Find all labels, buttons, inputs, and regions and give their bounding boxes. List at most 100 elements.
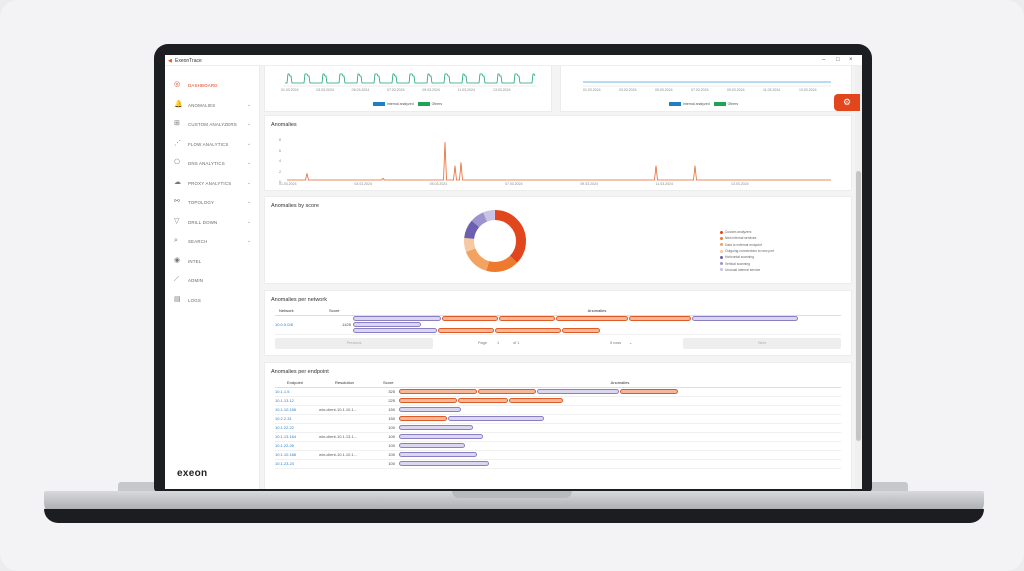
- scrollbar[interactable]: [855, 66, 862, 489]
- tick-label: 07.03.2024: [387, 88, 405, 92]
- tick-label: 05.03.2024: [429, 182, 448, 186]
- close-icon[interactable]: ×: [849, 57, 853, 63]
- tick-label: 13.03.2024: [731, 182, 749, 186]
- table-row[interactable]: 10.1.23.23 100: [275, 459, 841, 469]
- topology-icon: ⚯: [174, 198, 181, 205]
- tick-label: 03.03.2024: [619, 88, 637, 92]
- y-tick-label: 6: [279, 148, 281, 153]
- table-row[interactable]: 10.1.1.5 325: [275, 387, 841, 397]
- sidebar-item-admin[interactable]: ⟋ Admin: [165, 273, 260, 287]
- tick-label: 03.03.2024: [354, 182, 372, 186]
- endpoint-link[interactable]: 10.1.1.5: [275, 387, 319, 397]
- anomaly-tag[interactable]: [537, 389, 619, 395]
- sidebar-item-flow-analytics[interactable]: ⋰ Flow analytics ⌄: [165, 137, 260, 151]
- sidebar-item-drill-down[interactable]: ▽ Drill down ⌄: [165, 215, 260, 229]
- col-endpoint[interactable]: Endpoint: [275, 379, 319, 388]
- endpoint-score: 325: [369, 387, 399, 397]
- endpoint-resolution: [319, 441, 369, 451]
- sidebar-item-label: Anomalies: [188, 102, 216, 108]
- legend-label: Custom analyzers: [725, 230, 752, 234]
- endpoint-link[interactable]: 10.1.22.22: [275, 423, 319, 433]
- table-row[interactable]: 10.0.0.0/8 1425: [275, 315, 841, 335]
- anomaly-tag[interactable]: [458, 398, 508, 404]
- rows-select[interactable]: 5 rows: [610, 341, 622, 345]
- col-score[interactable]: Score: [369, 379, 399, 388]
- anomaly-tag[interactable]: [399, 461, 489, 467]
- score-legend-item: Outgoing connections to new port: [720, 249, 774, 253]
- legend-swatch-blue: [373, 102, 385, 107]
- chevron-down-icon: ⌄: [247, 121, 252, 127]
- tick-label: 11.03.2024: [655, 182, 673, 186]
- anomaly-tag[interactable]: [509, 398, 563, 404]
- score-chart-title: Anomalies by score: [271, 203, 319, 209]
- legend-label: Others: [431, 102, 443, 106]
- traffic-chart-right-plot: [583, 81, 831, 87]
- endpoint-link[interactable]: 10.1.10.186: [275, 450, 319, 460]
- anomaly-tag[interactable]: [399, 443, 465, 449]
- col-resolution[interactable]: Resolution: [319, 379, 369, 388]
- minimize-icon[interactable]: –: [822, 57, 826, 63]
- col-anomalies[interactable]: Anomalies: [353, 307, 841, 316]
- sidebar-item-custom-analyzers[interactable]: ⊞ Custom analyzers ⌄: [165, 117, 260, 131]
- gear-icon[interactable]: ⚙: [834, 94, 860, 111]
- table-row[interactable]: 10.1.22.22 100: [275, 423, 841, 433]
- admin-icon: ⟋: [174, 276, 180, 283]
- next-button[interactable]: Next: [683, 338, 841, 349]
- endpoint-link[interactable]: 10.1.13.164: [275, 432, 319, 442]
- y-tick-label: 8: [279, 138, 281, 142]
- anomaly-tag[interactable]: [399, 425, 473, 431]
- table-row[interactable]: 10.1.13.12 225: [275, 396, 841, 406]
- endpoint-link[interactable]: 10.2.2.31: [275, 414, 319, 424]
- sidebar-item-anomalies[interactable]: 🔔 Anomalies ⌄: [165, 98, 260, 112]
- laptop-notch: [452, 491, 572, 498]
- endpoint-link[interactable]: 10.1.23.23: [275, 459, 319, 469]
- app-window: ◀ ExeonTrace – □ × ◎ Dashboard 🔔 Anomalies ⌄…: [165, 55, 862, 489]
- endpoint-link[interactable]: 10.1.10.156: [275, 405, 319, 415]
- anomaly-tag[interactable]: [399, 407, 461, 413]
- endpoint-link[interactable]: 10.1.13.12: [275, 396, 319, 406]
- anomaly-tag[interactable]: [399, 389, 477, 395]
- anomaly-tag[interactable]: [478, 389, 536, 395]
- table-row[interactable]: 10.1.22.26 100: [275, 441, 841, 451]
- sidebar-item-dashboard[interactable]: ◎ Dashboard: [165, 78, 260, 92]
- anomaly-tag[interactable]: [399, 452, 477, 458]
- legend-label: Others: [727, 102, 739, 106]
- cloud-icon: ☁: [174, 178, 182, 186]
- anomaly-tags: [353, 315, 841, 335]
- anomaly-tags: [399, 414, 841, 424]
- anomaly-tag[interactable]: [399, 416, 447, 422]
- table-row[interactable]: 10.1.10.186 win-client-10.1.10.1... 100: [275, 450, 841, 460]
- anomaly-tag[interactable]: [448, 416, 544, 422]
- sidebar-item-dns-analytics[interactable]: ⎔ DNS analytics ⌄: [165, 156, 260, 170]
- legend-label: Outgoing connections to new port: [725, 248, 775, 253]
- col-anomalies[interactable]: Anomalies: [399, 379, 841, 388]
- chevron-down-icon[interactable]: ⌄: [629, 340, 633, 345]
- table-row[interactable]: 10.2.2.31 150: [275, 414, 841, 424]
- table-header-row: Network Score Anomalies: [275, 307, 841, 316]
- table-row[interactable]: 10.1.10.156 win-client-10.1.10.1... 150: [275, 405, 841, 415]
- anomaly-tag[interactable]: [399, 434, 483, 440]
- sidebar-item-label: Proxy analytics: [188, 180, 232, 186]
- anomaly-tag[interactable]: [399, 398, 457, 404]
- col-score[interactable]: Score: [305, 307, 353, 316]
- sidebar-item-proxy-analytics[interactable]: ☁ Proxy analytics ⌄: [165, 176, 260, 190]
- scrollbar-thumb[interactable]: [856, 171, 861, 441]
- sidebar: ◎ Dashboard 🔔 Anomalies ⌄ ⊞ Custom analyzers ⌄ ⋰…: [165, 66, 260, 489]
- col-network[interactable]: Network: [275, 307, 305, 316]
- sidebar-item-topology[interactable]: ⚯ Topology ⌄: [165, 195, 260, 209]
- sidebar-item-intel[interactable]: ◉ Intel: [165, 254, 260, 268]
- previous-button[interactable]: Previous: [275, 338, 433, 349]
- maximize-icon[interactable]: □: [836, 57, 840, 63]
- network-table-card: Anomalies per network Network Score Anom…: [264, 290, 852, 356]
- sidebar-item-logs[interactable]: ▤ Logs: [165, 293, 260, 307]
- anomaly-tag[interactable]: [620, 389, 678, 395]
- chevron-down-icon: ⌄: [247, 160, 252, 166]
- network-link[interactable]: 10.0.0.0/8: [275, 315, 305, 335]
- page-label: Page: [478, 341, 487, 345]
- endpoint-link[interactable]: 10.1.22.26: [275, 441, 319, 451]
- network-pager: Previous Page 1 of 1 5 rows ⌄ Next: [275, 338, 841, 350]
- legend-dot: [720, 243, 723, 247]
- page-input[interactable]: 1: [497, 341, 500, 345]
- table-row[interactable]: 10.1.13.164 win-client-10.1.13.1... 100: [275, 432, 841, 442]
- sidebar-item-search[interactable]: ⌕ Search ⌄: [165, 234, 260, 248]
